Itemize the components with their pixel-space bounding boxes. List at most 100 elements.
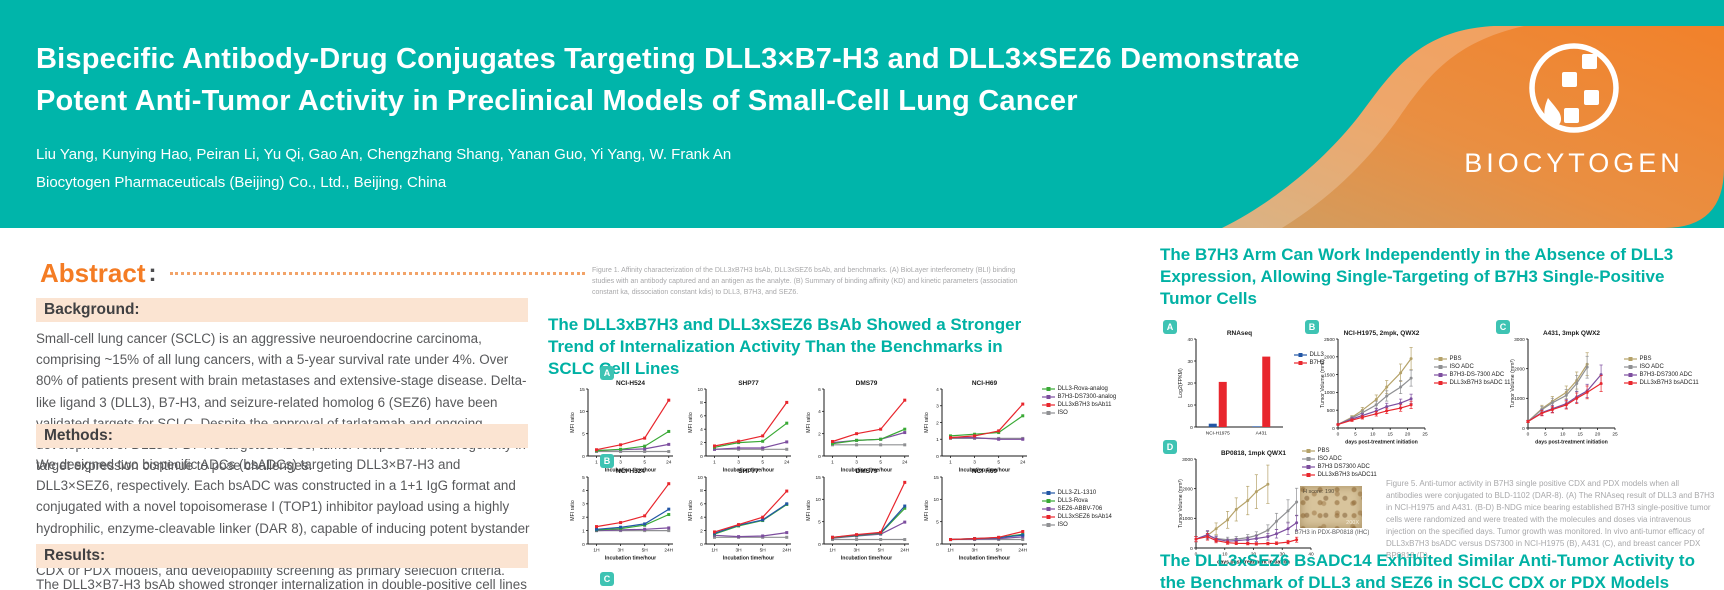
- svg-text:4: 4: [818, 409, 821, 415]
- legend-label: DLL3-Rova: [1057, 498, 1088, 504]
- svg-text:0: 0: [1527, 432, 1530, 438]
- svg-text:3: 3: [936, 404, 939, 410]
- chart-internalization-a-dms79: DMS79 MFI ratio Incubation time/hour 0 2 4 6 1 3…: [804, 378, 914, 479]
- svg-text:Incubation time/hour: Incubation time/hour: [605, 556, 656, 562]
- panel-marker-b: B: [600, 454, 614, 468]
- svg-text:3H: 3H: [618, 548, 625, 554]
- svg-text:4: 4: [936, 387, 939, 393]
- panel-marker-right-c: C: [1496, 320, 1510, 334]
- legend-label: DLL3xSEZ6 bsAb14: [1057, 514, 1112, 520]
- legend-label: DLL3-ZL-1310: [1057, 490, 1097, 496]
- svg-text:1000: 1000: [1324, 390, 1335, 396]
- svg-text:1H: 1H: [947, 548, 954, 554]
- svg-text:6: 6: [818, 387, 821, 393]
- svg-text:3000: 3000: [1182, 457, 1193, 463]
- svg-text:1: 1: [936, 437, 939, 443]
- legend-item: DLL3: [1294, 352, 1325, 358]
- legend-marker-icon: [1302, 473, 1315, 477]
- svg-text:NCI-H69: NCI-H69: [972, 468, 998, 475]
- svg-text:1: 1: [831, 460, 834, 466]
- legend-label: PBS: [1317, 448, 1330, 454]
- svg-text:MFI ratio: MFI ratio: [570, 500, 576, 521]
- legend-label: ISO ADC: [1449, 364, 1474, 370]
- svg-text:20: 20: [1405, 432, 1411, 438]
- svg-text:1: 1: [582, 528, 585, 534]
- legend-marker-icon: [1042, 395, 1055, 399]
- legend-item: DLL3xB7H3 bsADC11: [1624, 380, 1699, 386]
- ihc-h-score-label: H score: 190: [1303, 489, 1335, 495]
- abstract-heading: Abstract: [40, 258, 146, 288]
- svg-text:24: 24: [1020, 460, 1026, 466]
- biocytogen-wordmark: BIOCYTOGEN: [1464, 148, 1684, 178]
- svg-text:RNAseq: RNAseq: [1227, 330, 1252, 337]
- svg-text:NCI-H1975: NCI-H1975: [1206, 431, 1230, 437]
- biocytogen-logo-icon: [1529, 43, 1619, 133]
- panel-marker-a: A: [600, 366, 614, 380]
- chart-internalization-b-nci-h69: NCI-H69 MFI ratio Incubation time/hour 0 5 10…: [922, 466, 1032, 567]
- svg-text:20: 20: [1595, 432, 1601, 438]
- legend-marker-icon: [1624, 365, 1637, 369]
- svg-text:0: 0: [582, 454, 585, 460]
- section-heading-methods: Methods:: [36, 424, 528, 448]
- svg-text:0: 0: [700, 454, 703, 460]
- svg-text:5H: 5H: [996, 548, 1003, 554]
- svg-text:1: 1: [713, 460, 716, 466]
- legend-item: PBS: [1624, 356, 1699, 362]
- legend-label: DLL3xB7H3 bsADC 11: [1449, 380, 1511, 386]
- svg-text:SHP77: SHP77: [738, 468, 759, 475]
- svg-text:1: 1: [949, 460, 952, 466]
- svg-text:0: 0: [818, 454, 821, 460]
- panel-marker-right-b: B: [1305, 320, 1319, 334]
- svg-text:10: 10: [1187, 403, 1193, 409]
- abstract-dotted-rule: [170, 272, 585, 275]
- svg-text:Incubation time/hour: Incubation time/hour: [723, 556, 774, 562]
- svg-text:NCI-H524: NCI-H524: [616, 380, 645, 387]
- svg-text:40: 40: [1187, 337, 1193, 343]
- legend-marker-icon: [1624, 373, 1637, 377]
- affiliation-line: Biocytogen Pharmaceuticals (Beijing) Co.…: [36, 174, 447, 191]
- svg-text:0: 0: [818, 542, 821, 548]
- svg-text:NCI-H69: NCI-H69: [972, 380, 998, 387]
- svg-text:DMS79: DMS79: [856, 468, 878, 475]
- legend-tumor-d: PBS ISO ADC B7H3 DS7300 ADC DLL3xB7H3 bsADC…: [1302, 448, 1377, 478]
- svg-text:5: 5: [582, 475, 585, 481]
- svg-text:10: 10: [933, 497, 939, 503]
- svg-text:MFI ratio: MFI ratio: [570, 412, 576, 433]
- svg-text:Tumor Volume (mm³): Tumor Volume (mm³): [1510, 359, 1516, 408]
- legend-internalization-b: DLL3-ZL-1310 DLL3-Rova SEZ6-ABBV-706 DLL3xS…: [1042, 490, 1112, 528]
- chart-internalization-b-nci-h524: NCI-H524 MFI ratio Incubation time/hour 0 1 2…: [568, 466, 678, 567]
- svg-text:MFI ratio: MFI ratio: [688, 500, 694, 521]
- header-band: BIOCYTOGEN Bispecific Antibody-Drug Conj…: [0, 0, 1724, 228]
- figure5-caption: Figure 5. Anti-tumor activity in B7H3 si…: [1386, 479, 1715, 560]
- svg-text:MFI ratio: MFI ratio: [924, 500, 930, 521]
- legend-item: ISO: [1042, 410, 1116, 416]
- svg-text:500: 500: [1327, 408, 1335, 414]
- svg-text:5: 5: [818, 519, 821, 525]
- legend-item: B7H3-DS7300-analog: [1042, 394, 1116, 400]
- swoosh-light-band: [1222, 26, 1524, 228]
- svg-text:days post-treatment initiation: days post-treatment initiation: [1535, 440, 1608, 446]
- legend-marker-icon: [1294, 353, 1307, 357]
- legend-marker-icon: [1434, 357, 1447, 361]
- svg-text:5: 5: [761, 460, 764, 466]
- legend-tumor-c: PBS ISO ADC B7H3-DS7300 ADC DLL3xB7H3 bsADC…: [1624, 356, 1699, 386]
- abstract-header-row: Abstract :: [40, 258, 585, 289]
- authors-line: Liu Yang, Kunying Hao, Peiran Li, Yu Qi,…: [36, 146, 732, 163]
- svg-text:24H: 24H: [782, 548, 791, 554]
- legend-rnaseq: DLL3 B7H3: [1294, 352, 1325, 366]
- poster-title: Bispecific Antibody-Drug Conjugates Targ…: [36, 43, 1300, 118]
- legend-item: SEZ6-ABBV-706: [1042, 506, 1112, 512]
- legend-item: ISO: [1042, 522, 1112, 528]
- legend-marker-icon: [1042, 499, 1055, 503]
- legend-item: B7H3-DS7300 ADC: [1624, 372, 1699, 378]
- svg-text:4: 4: [700, 427, 703, 433]
- svg-text:24: 24: [784, 460, 790, 466]
- legend-marker-icon: [1042, 523, 1055, 527]
- legend-item: DLL3xSEZ6 bsAb14: [1042, 514, 1112, 520]
- svg-text:Tumor Volume (mm³): Tumor Volume (mm³): [1178, 479, 1184, 528]
- chart-tumor-nci-h1975: NCI-H1975, 2mpk, QWX2 Tumor Volume (mm³) d…: [1318, 328, 1430, 451]
- chart-rnaseq: RNAseq Log2(FPKM) 0 10 20 30 40 NCI-H1975 A431: [1176, 328, 1288, 445]
- legend-item: ISO ADC: [1434, 364, 1510, 370]
- svg-text:5: 5: [1354, 432, 1357, 438]
- svg-text:3: 3: [619, 460, 622, 466]
